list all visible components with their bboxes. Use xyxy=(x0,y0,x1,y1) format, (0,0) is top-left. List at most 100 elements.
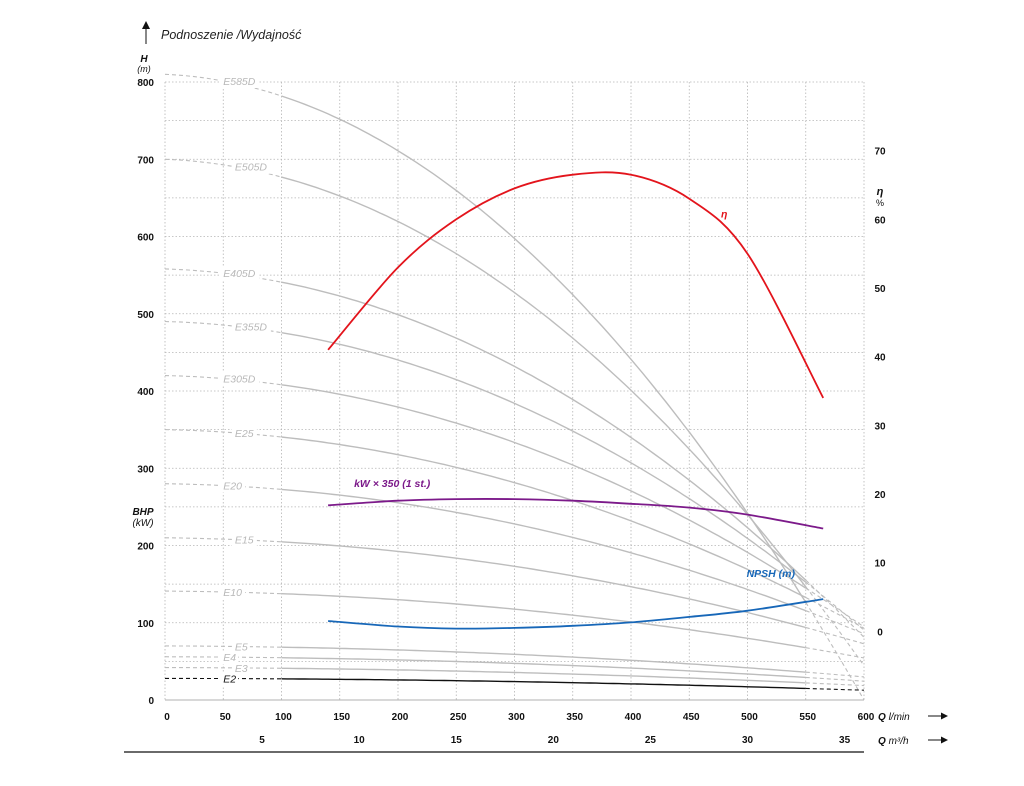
y-left-secondary-unit: (kW) xyxy=(132,518,153,529)
grid xyxy=(164,81,865,701)
x-secondary-tick-label: 20 xyxy=(548,735,560,746)
head-curve xyxy=(281,646,806,673)
x-primary-arrow-icon xyxy=(928,712,948,720)
head-curve-dashed-end xyxy=(805,682,865,687)
head-curves: E585DE505DE405DE355DE305DE25E20E15E10E5E… xyxy=(164,73,865,701)
y-right-tick-label: 0 xyxy=(877,627,883,638)
x-primary-letter: Q xyxy=(878,712,886,723)
curve-label-background xyxy=(231,661,250,675)
head-curve-label: E405D xyxy=(223,268,256,280)
x-primary-tick-label: 50 xyxy=(220,712,232,723)
head-curve-label: E305D xyxy=(223,374,256,386)
y-right-unit: % xyxy=(876,198,884,208)
x-primary-tick-label: 200 xyxy=(392,712,409,723)
curve-label-background xyxy=(220,267,260,281)
head-curve-label: E20 xyxy=(223,481,242,493)
head-curve-dashed-end xyxy=(805,671,865,678)
head-curve xyxy=(281,436,807,599)
y-left-tick-label: 600 xyxy=(137,233,154,244)
head-curve-dashed-end xyxy=(805,626,865,645)
head-curve xyxy=(281,332,807,583)
y-right-tick-label: 60 xyxy=(874,215,886,226)
x-secondary-tick-label: 5 xyxy=(259,735,265,746)
x-secondary-label: Q m³/h xyxy=(878,736,909,747)
head-curve-label: E15 xyxy=(235,535,254,547)
head-curve xyxy=(281,281,807,581)
series-label: kW × 350 (1 st.) xyxy=(354,478,431,490)
head-curve-dashed-end xyxy=(805,586,865,667)
head-curve xyxy=(281,657,806,679)
y-left-secondary-label: BHP xyxy=(132,507,153,518)
y-left-label: H xyxy=(140,54,148,65)
curve-label-background xyxy=(220,585,246,599)
head-curve-label: E505D xyxy=(235,162,268,174)
x-primary-tick-label: 150 xyxy=(333,712,350,723)
y-left-tick-label: 300 xyxy=(137,464,154,475)
y-right-tick-label: 70 xyxy=(874,147,886,158)
head-curve xyxy=(281,593,806,649)
series-label: NPSH (m) xyxy=(747,568,796,580)
series-label: η xyxy=(721,209,727,221)
curve-label-background xyxy=(231,640,250,654)
y-left-tick-label: 700 xyxy=(137,155,154,166)
head-curve-label: E5 xyxy=(235,641,248,653)
curve-label-background xyxy=(231,426,257,440)
x-secondary-tick-label: 35 xyxy=(839,735,851,746)
curve-label-background xyxy=(231,320,271,334)
y-right-tick-label: 10 xyxy=(874,559,886,570)
head-curve-dashed-end xyxy=(805,610,865,635)
y-left-unit: (m) xyxy=(137,64,151,74)
x-primary-tick-label: 500 xyxy=(741,712,758,723)
x-secondary-tick-label: 25 xyxy=(645,735,657,746)
tick-labels: 0 100 200 300 400 500 600 700 800 0 10 20 30 40 50 60 70… xyxy=(137,78,886,746)
x-primary-tick-label: 350 xyxy=(566,712,583,723)
head-curve-label: E3 xyxy=(235,663,248,675)
x-primary-tick-label: 600 xyxy=(858,712,875,723)
series-line xyxy=(328,598,824,630)
x-primary-tick-label: 250 xyxy=(450,712,467,723)
x-secondary-tick-label: 15 xyxy=(451,735,463,746)
x-primary-tick-label: 0 xyxy=(164,712,170,723)
y-right-tick-label: 20 xyxy=(874,490,886,501)
head-curve-label: E355D xyxy=(235,321,268,333)
head-curve-dashed-end xyxy=(805,687,865,691)
x-secondary-tick-label: 10 xyxy=(354,735,366,746)
x-primary-tick-label: 300 xyxy=(508,712,525,723)
y-left-tick-label: 800 xyxy=(137,78,154,89)
curve-label-background xyxy=(220,75,260,89)
head-curve-label: E2 xyxy=(223,674,236,686)
curve-label-background xyxy=(231,533,257,547)
head-curve-dashed-end xyxy=(805,602,865,701)
y-right-tick-label: 40 xyxy=(874,353,886,364)
axes: Podnoszenie /Wydajność H (m) BHP (kW) η … xyxy=(124,21,948,753)
head-curve-dashed-end xyxy=(805,647,865,659)
curve-label-background xyxy=(220,672,239,686)
y-right-tick-label: 50 xyxy=(874,284,886,295)
x-secondary-tick-label: 30 xyxy=(742,735,754,746)
head-curve-dashed-end xyxy=(805,581,865,631)
x-primary-tick-label: 400 xyxy=(625,712,642,723)
curve-label-background xyxy=(231,160,271,174)
head-curve-dashed-start xyxy=(165,667,282,669)
y-axis-arrow-icon xyxy=(142,21,150,29)
head-curve-label: E585D xyxy=(223,76,256,88)
x-primary-tick-label: 100 xyxy=(275,712,292,723)
head-curve xyxy=(281,541,806,629)
curve-label-background xyxy=(220,651,239,665)
x-secondary-unit: m³/h xyxy=(889,736,909,747)
head-curve-dashed-end xyxy=(805,597,865,629)
x-primary-unit: l/min xyxy=(889,712,911,723)
y-left-tick-label: 400 xyxy=(137,387,154,398)
y-left-tick-label: 200 xyxy=(137,542,154,553)
head-curve xyxy=(281,667,806,684)
head-curve-dashed-start xyxy=(164,320,282,334)
x-primary-tick-label: 450 xyxy=(683,712,700,723)
head-curve xyxy=(281,678,806,690)
head-curve-dashed-end xyxy=(805,587,865,628)
curve-label-background xyxy=(220,372,260,386)
head-curve-label: E10 xyxy=(223,587,242,599)
head-curve xyxy=(281,95,807,603)
head-curve xyxy=(281,176,807,588)
head-curve-dashed-start xyxy=(165,645,282,648)
